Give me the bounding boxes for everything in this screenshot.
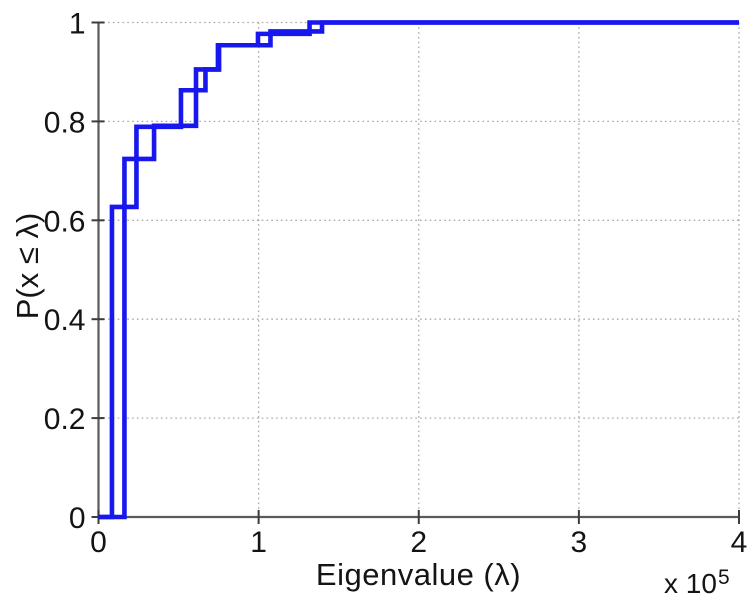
y-tick-label: 0.8 [44,106,86,139]
x-axis-multiplier-exponent: 5 [717,566,730,589]
x-tick-label: 4 [731,526,748,559]
x-axis-label: Eigenvalue (λ) [315,557,522,592]
x-tick-label: 1 [250,526,267,559]
x-tick-label: 2 [410,526,427,559]
y-tick-label: 0.2 [44,403,86,436]
y-tick-label: 0.4 [44,304,86,337]
y-tick-label: 0.6 [44,205,86,238]
y-tick-label: 0 [69,502,86,535]
x-tick-label: 0 [90,526,107,559]
y-tick-label: 1 [69,8,86,41]
y-axis-label: P(x ≤ λ) [10,212,45,320]
x-axis-multiplier: x 105 [664,566,730,600]
x-axis-multiplier-base: x 10 [664,568,717,599]
ecdf-curve-2 [98,20,739,520]
x-tick-label: 3 [571,526,588,559]
